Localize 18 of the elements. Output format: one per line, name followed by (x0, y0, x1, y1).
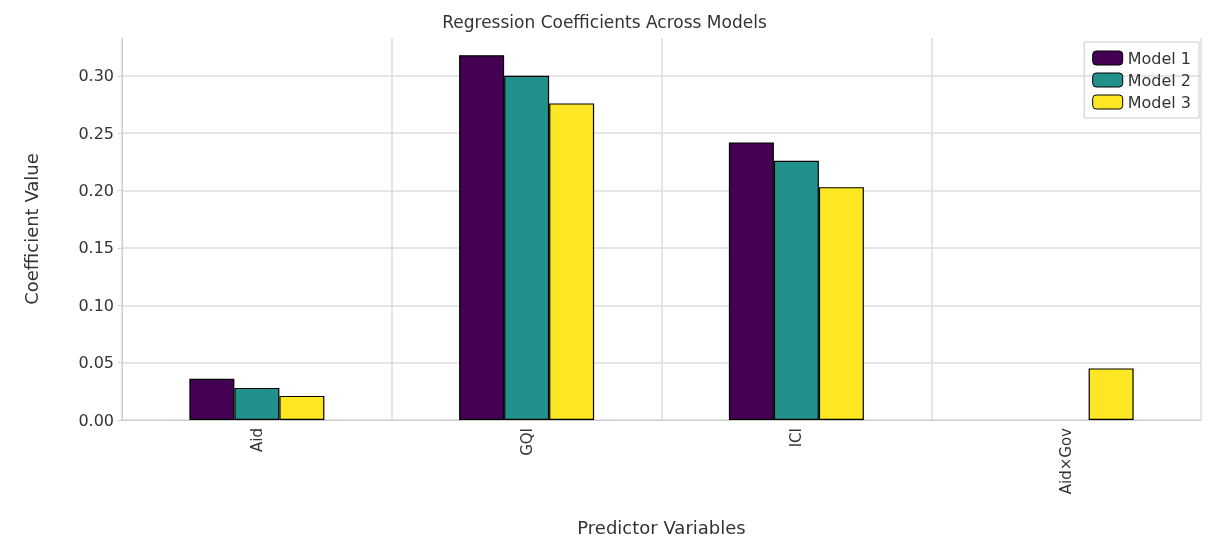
chart-title: Regression Coefficients Across Models (442, 11, 767, 32)
x-axis-title: Predictor Variables (577, 516, 746, 538)
legend-label: Model 1 (1127, 48, 1192, 68)
legend-label: Model 3 (1127, 92, 1192, 112)
x-tick-label: ICI (787, 428, 806, 448)
legend-label: Model 2 (1127, 70, 1192, 90)
bar (1088, 368, 1134, 420)
x-tick-label: Aid (247, 428, 266, 452)
y-tick-label: 0.30 (78, 66, 114, 86)
y-tick-label: 0.25 (78, 123, 114, 143)
x-tick-label: Aid×Gov (1057, 427, 1076, 495)
y-tick-label: 0.10 (78, 295, 114, 315)
y-tick-label: 0.05 (78, 353, 114, 373)
x-tick-label: GQI (517, 428, 536, 456)
y-tick-label: 0.00 (78, 410, 114, 430)
y-tick-label: 0.20 (78, 181, 114, 201)
y-axis-title: Coefficient Value (20, 153, 42, 305)
y-tick-label: 0.15 (78, 238, 114, 258)
